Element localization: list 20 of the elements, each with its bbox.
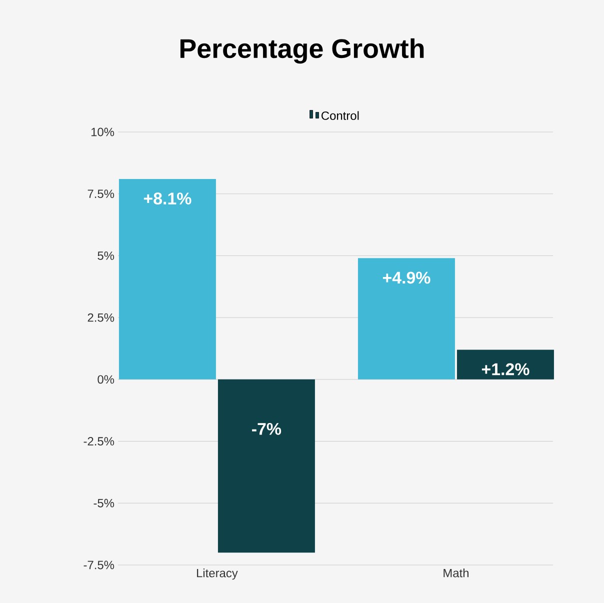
data-label: -7% [252, 422, 282, 435]
x-tick-label: Literacy [197, 568, 238, 580]
x-tick-label: Math [444, 568, 468, 578]
bar [456, 350, 554, 380]
y-tick-label: 0% [98, 375, 114, 384]
legend-label: Control [322, 111, 359, 120]
y-tick-label: -5% [94, 498, 114, 508]
y-tick-label: 10% [91, 128, 114, 136]
chart-title: Percentage Growth [180, 38, 424, 64]
y-tick-label: -2.5% [84, 437, 114, 446]
bar [118, 179, 216, 380]
data-label: +8.1% [144, 192, 192, 205]
data-label: +4.9% [382, 272, 430, 284]
bar [218, 379, 315, 553]
y-tick-label: 2.5% [88, 313, 114, 322]
y-tick-label: -7.5% [84, 560, 114, 570]
y-tick-label: 7.5% [88, 190, 114, 198]
y-tick-label: 5% [98, 251, 114, 260]
data-label: +1.2% [482, 363, 530, 376]
bar [358, 258, 455, 380]
